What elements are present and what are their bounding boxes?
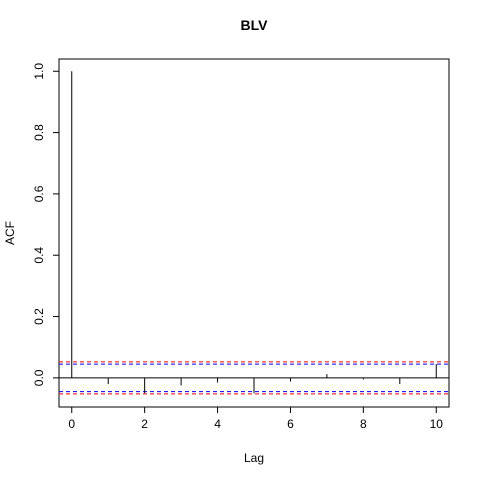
y-tick-label: 1.0 (32, 63, 46, 80)
acf-bars (71, 71, 437, 394)
chart-title: BLV (241, 17, 269, 33)
y-axis-label: ACF (3, 221, 17, 245)
x-axis: 0 2 4 6 8 10 (68, 407, 443, 431)
y-tick-label: 0.2 (32, 308, 46, 325)
x-tick-label: 4 (214, 417, 221, 431)
x-tick-label: 8 (360, 417, 367, 431)
y-tick-label: 0.0 (32, 369, 46, 386)
x-tick-label: 0 (68, 417, 75, 431)
x-tick-label: 2 (141, 417, 148, 431)
x-axis-label: Lag (244, 451, 264, 465)
y-tick-label: 0.8 (32, 124, 46, 141)
plot-frame (58, 58, 450, 408)
x-tick-label: 6 (287, 417, 294, 431)
x-tick-label: 10 (430, 417, 444, 431)
y-axis: 0.0 0.2 0.4 0.6 0.8 1.0 (32, 63, 59, 386)
confidence-bands (59, 361, 449, 395)
y-tick-label: 0.4 (32, 247, 46, 264)
y-tick-label: 0.6 (32, 185, 46, 202)
